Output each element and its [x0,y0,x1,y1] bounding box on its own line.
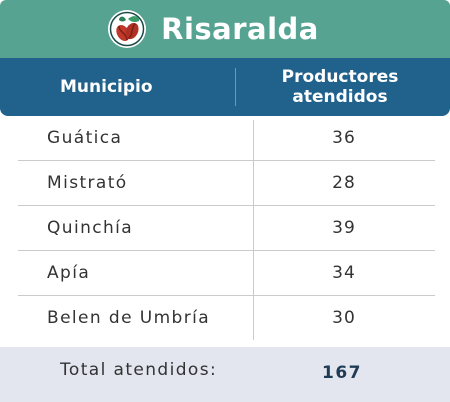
cell-municipio: Mistrató [47,173,128,193]
cell-productores: 30 [332,308,356,328]
row-divider [253,161,254,205]
table-row: Guática 36 [18,116,435,161]
total-row: Total atendidos: 167 [0,347,450,402]
cell-productores: 34 [332,263,356,283]
row-divider [253,206,254,250]
table-row: Belen de Umbría 30 [18,296,435,340]
cell-productores: 39 [332,218,356,238]
page-title: Risaralda [161,12,319,46]
cell-municipio: Quinchía [47,218,134,238]
table-header: Municipio Productores atendidos [0,58,450,116]
cell-productores: 28 [332,173,356,193]
row-divider [253,120,254,160]
column-header-productores-line2: atendidos [292,87,388,107]
column-header-productores: Productores atendidos [268,58,412,116]
table-row: Mistrató 28 [18,161,435,206]
title-bar: Risaralda [0,0,450,58]
column-header-productores-line1: Productores [281,67,399,87]
table-row: Apía 34 [18,251,435,296]
total-value: 167 [322,363,362,383]
cell-municipio: Belen de Umbría [47,308,211,328]
table-row: Quinchía 39 [18,206,435,251]
total-label: Total atendidos: [60,360,218,380]
header-divider [235,68,236,106]
row-divider [253,251,254,295]
column-header-municipio: Municipio [60,77,153,97]
cell-productores: 36 [332,128,356,148]
cell-municipio: Apía [47,263,91,283]
row-divider [253,296,254,340]
cell-municipio: Guática [47,128,123,148]
coffee-beans-icon [107,9,147,49]
